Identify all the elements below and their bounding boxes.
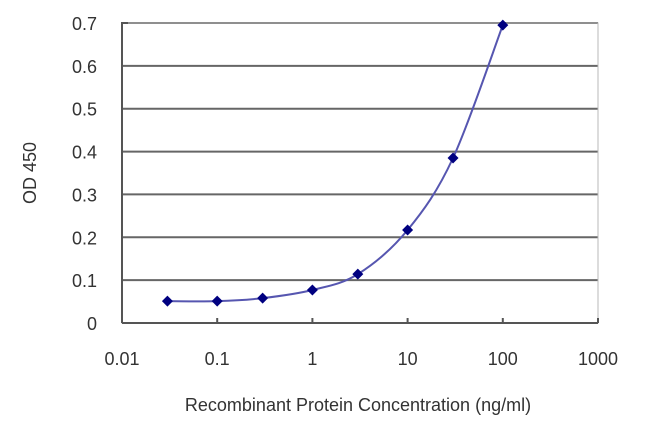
y-tick-label: 0.5 [72,100,97,120]
diamond-marker [402,224,414,236]
y-tick-label: 0.1 [72,271,97,291]
x-tick-label: 0.1 [205,349,230,369]
y-tick-label: 0.6 [72,57,97,77]
x-tick-label: 1 [307,349,317,369]
plot-area [121,22,599,324]
y-tick-label: 0 [87,314,97,334]
x-tick-label: 100 [488,349,518,369]
data-point-markers [161,19,509,307]
diamond-marker [306,284,318,296]
y-axis-tick-labels: 0 0.1 0.2 0.3 0.4 0.5 0.6 0.7 [72,14,97,334]
x-axis-title: Recombinant Protein Concentration (ng/ml… [185,395,531,415]
x-tick-label: 10 [398,349,418,369]
y-tick-label: 0.7 [72,14,97,34]
x-tick-label: 1000 [578,349,618,369]
diamond-marker [497,19,509,31]
x-tick-label: 0.01 [104,349,139,369]
diamond-marker [211,295,223,307]
x-axis-tick-labels: 0.01 0.1 1 10 100 1000 [104,349,618,369]
y-tick-label: 0.4 [72,143,97,163]
diamond-marker [161,295,173,307]
y-tick-label: 0.2 [72,228,97,248]
diamond-marker [447,152,459,164]
diamond-marker [352,268,364,280]
diamond-marker [257,292,269,304]
y-axis-title: OD 450 [20,142,40,204]
x-axis-ticks [121,22,599,324]
y-tick-label: 0.3 [72,185,97,205]
gridlines [122,22,598,282]
